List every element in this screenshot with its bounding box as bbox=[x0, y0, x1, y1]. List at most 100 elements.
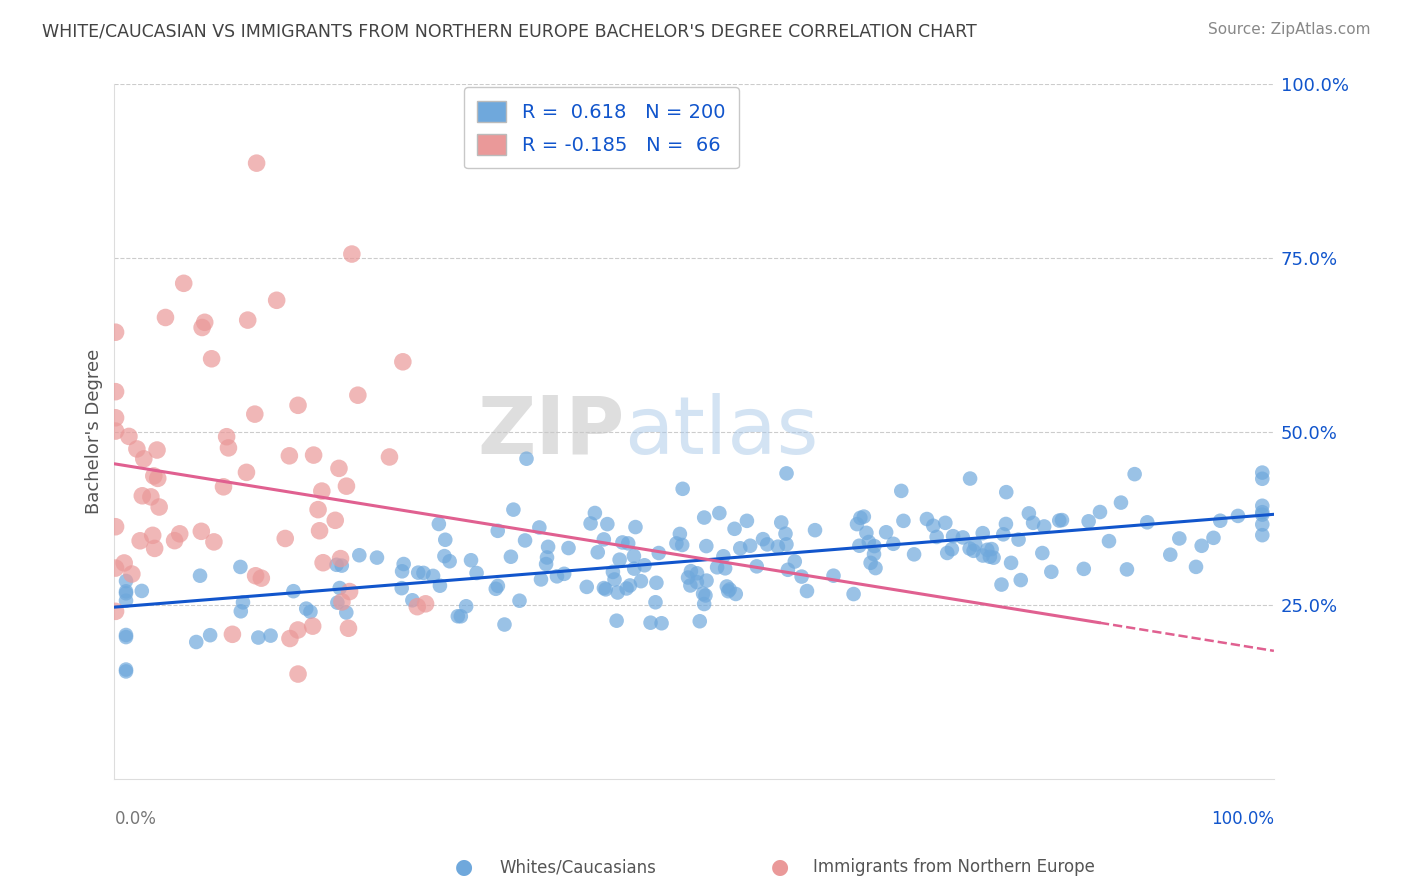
Point bbox=[972, 526, 994, 541]
Point bbox=[104, 604, 127, 618]
Point bbox=[163, 533, 186, 548]
Point bbox=[617, 536, 640, 550]
Point bbox=[1185, 560, 1208, 574]
Point bbox=[695, 539, 717, 553]
Point bbox=[952, 531, 974, 545]
Point bbox=[274, 532, 297, 546]
Point bbox=[735, 514, 758, 528]
Point bbox=[676, 570, 699, 584]
Point bbox=[692, 587, 714, 601]
Point bbox=[245, 568, 267, 582]
Point bbox=[429, 579, 451, 593]
Point bbox=[882, 537, 904, 551]
Point bbox=[1073, 562, 1095, 576]
Point bbox=[537, 540, 560, 554]
Point bbox=[586, 545, 609, 559]
Point bbox=[1033, 519, 1056, 533]
Point bbox=[903, 547, 925, 561]
Point bbox=[546, 569, 568, 583]
Point bbox=[1159, 548, 1181, 562]
Point bbox=[665, 536, 688, 550]
Point bbox=[456, 599, 478, 614]
Point bbox=[993, 527, 1015, 541]
Point bbox=[602, 565, 624, 579]
Point bbox=[221, 627, 243, 641]
Point bbox=[115, 665, 138, 679]
Point bbox=[349, 548, 371, 562]
Point bbox=[859, 556, 882, 570]
Point bbox=[330, 595, 353, 609]
Point bbox=[596, 517, 619, 532]
Point bbox=[633, 558, 655, 573]
Point bbox=[115, 593, 138, 607]
Point bbox=[766, 540, 789, 554]
Point bbox=[1251, 466, 1274, 480]
Point bbox=[1251, 517, 1274, 532]
Point bbox=[994, 516, 1017, 531]
Point bbox=[648, 546, 671, 560]
Point bbox=[686, 575, 709, 590]
Point bbox=[1010, 573, 1032, 587]
Point bbox=[775, 467, 797, 481]
Point bbox=[115, 586, 138, 600]
Point bbox=[606, 585, 628, 599]
Point bbox=[693, 510, 716, 524]
Point bbox=[959, 472, 981, 486]
Point bbox=[326, 596, 349, 610]
Point bbox=[146, 471, 169, 485]
Point bbox=[915, 512, 938, 526]
Point bbox=[941, 542, 963, 557]
Point bbox=[406, 599, 429, 614]
Point bbox=[776, 563, 799, 577]
Point bbox=[323, 513, 346, 527]
Point bbox=[976, 542, 998, 557]
Point bbox=[724, 587, 747, 601]
Point bbox=[325, 558, 347, 572]
Point bbox=[616, 582, 638, 596]
Point bbox=[335, 606, 357, 620]
Point bbox=[406, 566, 429, 580]
Point bbox=[283, 584, 305, 599]
Point bbox=[858, 535, 880, 549]
Point bbox=[243, 407, 266, 421]
Point bbox=[155, 310, 177, 325]
Point bbox=[723, 522, 745, 536]
Point bbox=[278, 632, 301, 646]
Point bbox=[125, 442, 148, 456]
Point bbox=[104, 410, 127, 425]
Point bbox=[995, 485, 1018, 500]
Point bbox=[215, 430, 238, 444]
Text: 100.0%: 100.0% bbox=[1211, 810, 1274, 829]
Point bbox=[499, 549, 522, 564]
Point bbox=[579, 516, 602, 531]
Point bbox=[936, 546, 959, 560]
Point bbox=[1040, 565, 1063, 579]
Point bbox=[603, 573, 626, 587]
Point bbox=[1168, 532, 1191, 546]
Point bbox=[1251, 505, 1274, 519]
Point bbox=[612, 535, 634, 549]
Point bbox=[201, 351, 224, 366]
Point bbox=[1136, 516, 1159, 530]
Point bbox=[330, 558, 353, 573]
Text: 0.0%: 0.0% bbox=[114, 810, 156, 829]
Point bbox=[875, 525, 897, 540]
Point bbox=[339, 584, 361, 599]
Point bbox=[515, 451, 537, 466]
Y-axis label: Bachelor's Degree: Bachelor's Degree bbox=[86, 349, 103, 515]
Point bbox=[595, 582, 617, 597]
Point bbox=[104, 384, 127, 399]
Point bbox=[1251, 499, 1274, 513]
Point bbox=[852, 509, 875, 524]
Point bbox=[709, 506, 731, 520]
Point bbox=[979, 549, 1001, 564]
Point bbox=[645, 575, 668, 590]
Point bbox=[104, 325, 127, 339]
Text: Source: ZipAtlas.com: Source: ZipAtlas.com bbox=[1208, 22, 1371, 37]
Point bbox=[115, 663, 138, 677]
Point bbox=[679, 564, 702, 578]
Point bbox=[246, 156, 269, 170]
Point bbox=[593, 581, 616, 595]
Point bbox=[232, 595, 254, 609]
Point bbox=[104, 519, 127, 533]
